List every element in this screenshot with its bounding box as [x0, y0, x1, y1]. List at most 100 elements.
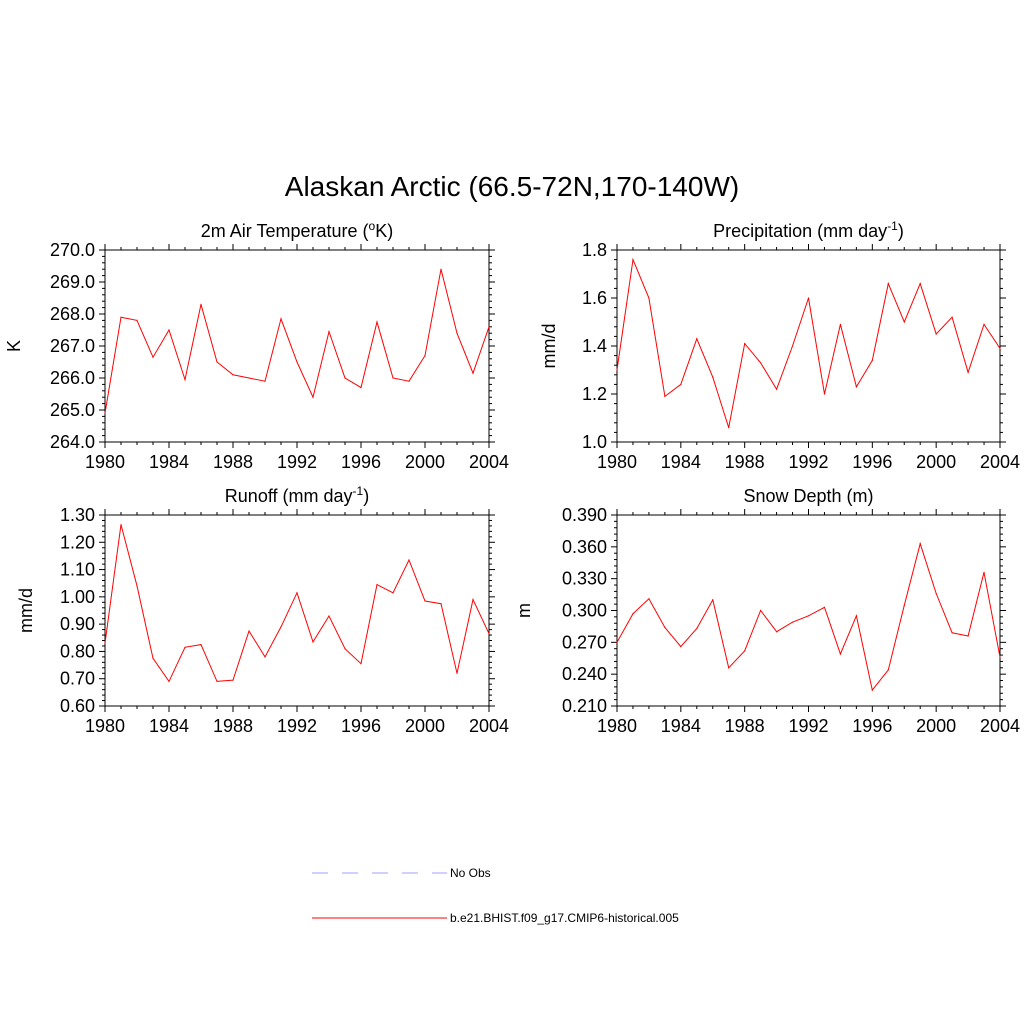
panel-2-data-point	[760, 362, 762, 364]
panel-4-data-point	[871, 689, 873, 691]
panel-2-data-point	[855, 386, 857, 388]
panel-3-data-point	[344, 648, 346, 650]
panel-4-xtick-label: 1992	[788, 716, 828, 736]
panel-4-ytick-label: 0.210	[562, 696, 607, 716]
panel-1-xtick-label: 2000	[405, 452, 445, 472]
panel-1-xtick-label: 1980	[85, 452, 125, 472]
panel-2-data-point	[935, 333, 937, 335]
panel-3-data-point	[152, 657, 154, 659]
panel-1-data-point	[248, 377, 250, 379]
panel-3-data-point	[232, 679, 234, 681]
panel-4-data-point	[632, 613, 634, 615]
panel-1-data-point	[152, 356, 154, 358]
figure-title: Alaskan Arctic (66.5-72N,170-140W)	[285, 171, 739, 202]
panel-1-ylabel: K	[4, 340, 24, 352]
panel-2-series-line	[616, 257, 1001, 428]
panel-1-data-point	[472, 372, 474, 374]
panel-2-data-point	[664, 395, 666, 397]
panel-3-data-point	[168, 680, 170, 683]
panel-2-data-point	[696, 338, 698, 340]
panel-2-data-point	[839, 323, 842, 325]
panel-4-series-line	[616, 541, 1001, 692]
panel-2-frame	[616, 249, 1001, 443]
panel-3-data-point	[424, 600, 426, 602]
panel-3-ytick-label: 0.70	[60, 669, 95, 689]
panel-4-xtick-label: 1984	[661, 716, 701, 736]
panel-4-data-point	[823, 606, 826, 608]
panel-3-data-point	[376, 583, 378, 586]
panel-1-data-point	[120, 316, 122, 318]
panel-3-data-point	[328, 615, 330, 617]
panel-4-xtick-label: 1996	[852, 716, 892, 736]
panel-2-data-point	[648, 297, 650, 299]
panel-3-data-point	[216, 680, 218, 683]
panel-2-data-point	[680, 383, 682, 385]
panel-4-xtick-label: 1980	[597, 716, 637, 736]
panel-1-data-point	[264, 380, 266, 382]
panel-4-data-point	[887, 669, 889, 671]
panel-1-data-point	[216, 361, 218, 363]
panel-4-ytick-label: 0.240	[562, 664, 607, 684]
panel-4-title: Snow Depth (m)	[743, 486, 873, 506]
panel-3-ylabel: mm/d	[16, 588, 36, 633]
panel-4-data-point	[935, 592, 937, 595]
panels: 2m Air Temperature (oK) K 264.0 265.0 266.0 2…	[4, 219, 1020, 736]
panel-1-data-point	[168, 329, 170, 331]
panel-2-data-point	[887, 283, 889, 285]
panel-2-data-point	[775, 388, 778, 390]
panel-3-data-point	[472, 598, 474, 601]
panel-4-ytick-label: 0.360	[562, 537, 607, 557]
panel-2-data-point	[999, 347, 1001, 349]
panel-2-title: Precipitation (mm day-1)	[713, 219, 904, 241]
panel-4-ytick-label: 0.300	[562, 601, 607, 621]
panel-3-data-point	[456, 672, 458, 674]
panel-4-data-point	[903, 604, 905, 606]
panel-4-data-point	[680, 645, 682, 648]
panel-1-ytick-label: 269.0	[50, 272, 95, 292]
panel-3-series-line	[104, 524, 490, 683]
panel-4-xtick-label: 2004	[980, 716, 1020, 736]
panel-3-ytick-label: 0.80	[60, 641, 95, 661]
panel-4-data-point	[951, 632, 953, 634]
panel-3-data-point	[312, 641, 314, 643]
panel-3-ytick-label: 1.00	[60, 587, 95, 607]
panel-4-data-point	[999, 656, 1001, 658]
panel-2-data-point	[967, 371, 969, 373]
panel-1-xtick-label: 1984	[149, 452, 189, 472]
panel-4: Snow Depth (m) m 0.210 0.240 0.270 0.300 0.330…	[514, 486, 1020, 736]
panel-4-xtick-label: 2000	[916, 716, 956, 736]
panel-1-frame	[104, 249, 490, 443]
panel-3-data-point	[200, 644, 202, 646]
panel-2-xtick-label: 1996	[852, 452, 892, 472]
panel-3-data-point	[408, 559, 410, 561]
panel-1-ytick-label: 270.0	[50, 240, 95, 260]
panel-1-data-point	[392, 377, 394, 379]
panel-2-data-point	[616, 369, 618, 371]
panel-2-data-point	[632, 259, 634, 261]
panel-1-data-point	[136, 319, 138, 321]
panel-4-ytick-label: 0.270	[562, 632, 607, 652]
panel-2-ytick-label: 1.0	[582, 432, 607, 452]
panel-2-ytick-label: 1.8	[582, 240, 607, 260]
panel-2-ytick-label: 1.4	[582, 336, 607, 356]
panel-3-data-point	[104, 642, 106, 644]
panel-4-data-point	[744, 650, 746, 652]
panel-3-data-point	[296, 592, 298, 594]
panel-1-data-point	[312, 396, 314, 398]
panel-3-frame	[104, 514, 490, 707]
panel-3-data-point	[440, 603, 442, 605]
panel-4-data-point	[728, 667, 730, 669]
panel-1-ytick-label: 266.0	[50, 368, 95, 388]
panel-1-data-point	[296, 361, 298, 363]
panel-2-data-point	[791, 345, 794, 347]
panel-1-xtick-label: 1992	[277, 452, 317, 472]
panel-4-data-point	[760, 609, 762, 612]
panel-4-data-point	[983, 571, 985, 573]
panel-3-ytick-label: 0.90	[60, 614, 95, 634]
panel-2: Precipitation (mm day-1) mm/d 1.0 1.2 1.4 1.6…	[539, 219, 1020, 472]
panel-2-data-point	[919, 283, 921, 285]
panel-1-ytick-label: 267.0	[50, 336, 95, 356]
panel-1-ytick-label: 268.0	[50, 304, 95, 324]
panel-4-data-point	[791, 621, 794, 623]
panel-2-data-point	[712, 376, 714, 378]
